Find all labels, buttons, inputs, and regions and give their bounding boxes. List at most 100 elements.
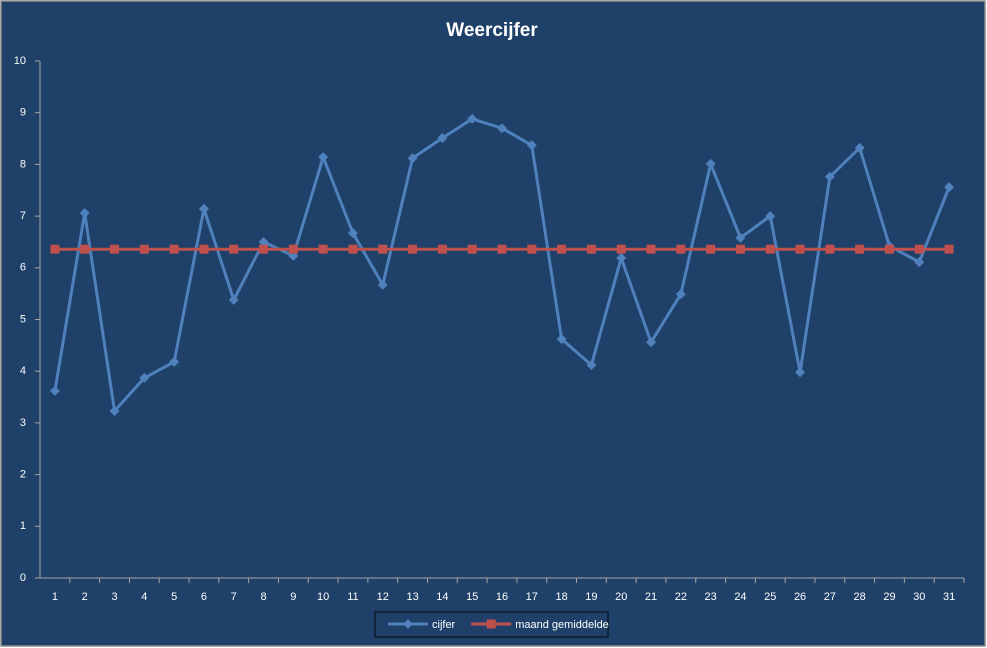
data-point <box>735 232 746 243</box>
data-point <box>944 244 954 254</box>
data-point <box>586 359 597 370</box>
legend-marker <box>403 619 413 629</box>
x-tick-label: 5 <box>171 591 177 603</box>
x-tick-label: 16 <box>496 591 508 603</box>
data-point <box>795 244 805 254</box>
x-tick-label: 12 <box>377 591 389 603</box>
data-point <box>50 244 60 254</box>
x-tick-label: 23 <box>705 591 717 603</box>
data-point <box>407 153 418 164</box>
x-tick-label: 19 <box>585 591 597 603</box>
x-tick-label: 11 <box>347 591 358 603</box>
data-point <box>229 244 239 254</box>
data-point <box>854 142 865 153</box>
y-tick-label: 1 <box>20 520 26 532</box>
data-point <box>586 244 596 254</box>
data-point <box>408 244 418 254</box>
y-tick-label: 7 <box>20 210 26 222</box>
data-point <box>914 244 924 254</box>
data-point <box>526 140 537 151</box>
data-point <box>706 244 716 254</box>
x-tick-label: 13 <box>406 591 418 603</box>
x-tick-label: 14 <box>436 591 448 603</box>
legend-label: cijfer <box>432 619 456 631</box>
data-point <box>914 257 925 268</box>
x-tick-label: 9 <box>290 591 296 603</box>
data-point <box>557 244 567 254</box>
data-point <box>378 244 388 254</box>
legend-marker <box>486 619 496 629</box>
data-point <box>944 182 955 193</box>
data-point <box>348 244 358 254</box>
data-point <box>467 244 477 254</box>
x-tick-label: 17 <box>526 591 538 603</box>
data-point <box>497 123 507 134</box>
data-point <box>616 252 627 263</box>
data-point <box>675 289 686 300</box>
data-point <box>169 244 179 254</box>
chart-title: Weercijfer <box>446 20 538 41</box>
data-point <box>199 244 209 254</box>
data-point <box>795 367 806 378</box>
data-point <box>110 244 120 254</box>
x-tick-label: 18 <box>555 591 567 603</box>
y-tick-label: 9 <box>20 107 26 119</box>
x-tick-label: 10 <box>317 591 329 603</box>
y-tick-label: 0 <box>20 572 26 584</box>
data-point <box>556 334 567 345</box>
data-point <box>824 171 835 182</box>
y-tick-label: 5 <box>20 313 26 325</box>
data-point <box>80 244 90 254</box>
data-point <box>79 207 90 218</box>
x-tick-label: 22 <box>675 591 687 603</box>
data-point <box>318 152 329 163</box>
legend-box <box>374 611 609 638</box>
data-point <box>49 385 60 396</box>
data-point <box>884 244 894 254</box>
data-point <box>109 406 120 417</box>
x-tick-label: 7 <box>231 591 237 603</box>
data-point <box>259 244 269 254</box>
y-tick-label: 3 <box>20 417 26 429</box>
data-point <box>497 244 507 254</box>
y-tick-label: 10 <box>14 55 26 67</box>
y-tick-label: 6 <box>20 262 26 274</box>
data-point <box>437 133 448 144</box>
data-point <box>646 337 657 348</box>
data-point <box>825 244 835 254</box>
data-point <box>228 294 239 305</box>
x-tick-label: 15 <box>466 591 478 603</box>
data-point <box>705 158 716 169</box>
data-point <box>139 244 149 254</box>
x-tick-label: 2 <box>82 591 88 603</box>
legend-label: maand gemiddelde <box>515 619 609 631</box>
x-tick-label: 8 <box>260 591 266 603</box>
data-point <box>258 236 269 247</box>
x-tick-label: 28 <box>854 591 866 603</box>
x-tick-label: 4 <box>141 591 147 603</box>
x-tick-label: 20 <box>615 591 627 603</box>
x-tick-label: 6 <box>201 591 207 603</box>
data-point <box>765 244 775 254</box>
x-tick-label: 30 <box>913 591 925 603</box>
data-point <box>198 203 209 214</box>
y-tick-label: 8 <box>20 158 26 170</box>
y-tick-label: 2 <box>20 469 26 481</box>
data-point <box>437 244 447 254</box>
data-point <box>527 244 537 254</box>
data-point <box>676 244 686 254</box>
data-point <box>169 356 180 367</box>
data-point <box>288 244 298 254</box>
data-point <box>318 244 328 254</box>
data-point <box>139 372 150 383</box>
data-point <box>855 244 865 254</box>
x-tick-label: 29 <box>883 591 895 603</box>
x-tick-label: 31 <box>943 591 955 603</box>
data-point <box>467 113 478 124</box>
x-tick-label: 26 <box>794 591 806 603</box>
data-point <box>765 211 776 222</box>
x-tick-label: 27 <box>824 591 836 603</box>
